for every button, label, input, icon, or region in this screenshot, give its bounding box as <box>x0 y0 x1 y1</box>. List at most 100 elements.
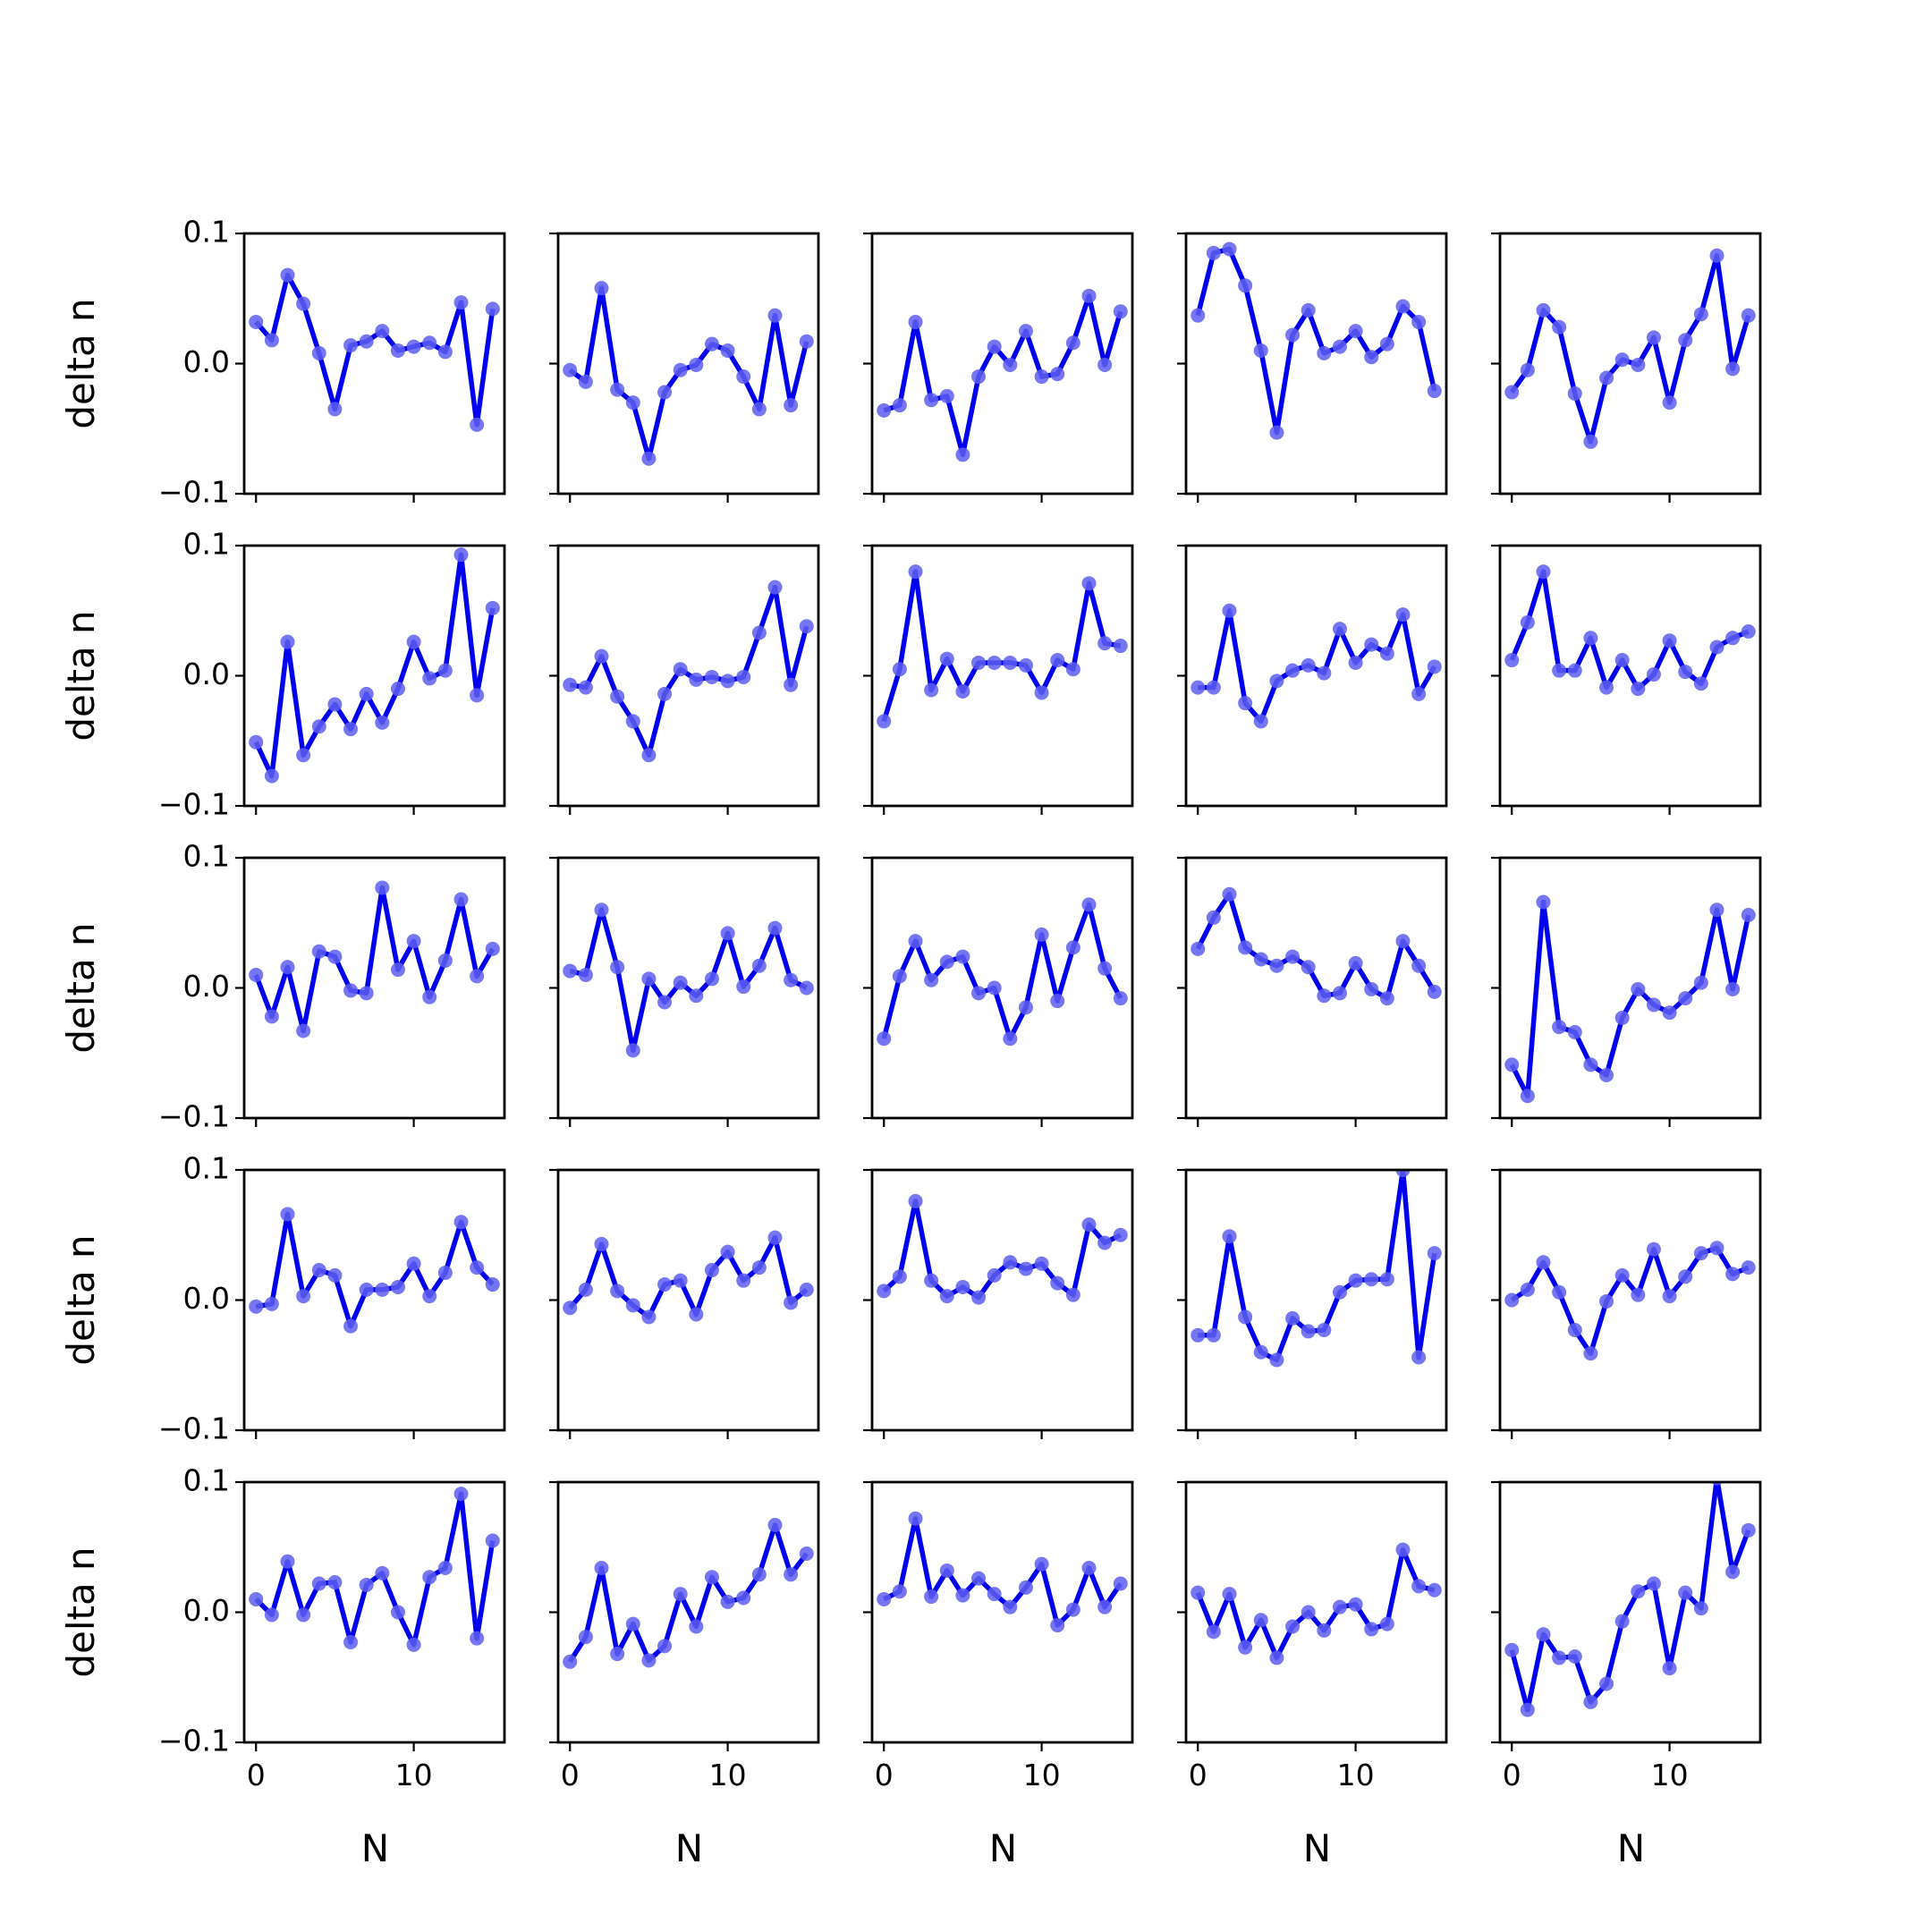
subplot-r5-c2: 0 10N <box>549 1480 820 1870</box>
data-point <box>1269 1352 1284 1368</box>
axes-frame <box>556 544 820 808</box>
data-point <box>1034 369 1049 385</box>
data-point <box>1317 1623 1332 1638</box>
series-group <box>249 1207 500 1334</box>
data-point <box>1379 1616 1394 1631</box>
data-point <box>1552 1284 1567 1300</box>
data-point <box>1395 1170 1411 1177</box>
data-point <box>578 680 593 695</box>
data-point <box>453 295 469 310</box>
data-point <box>1631 682 1646 697</box>
data-point <box>1097 1235 1113 1250</box>
data-point <box>1097 961 1113 976</box>
data-point <box>1253 1613 1268 1628</box>
series-line <box>1198 1170 1437 1363</box>
data-point <box>689 988 704 1004</box>
data-point <box>1065 662 1080 677</box>
data-point <box>1536 894 1551 910</box>
data-point <box>1427 984 1442 999</box>
data-point <box>1504 653 1520 668</box>
data-point <box>1050 1275 1065 1291</box>
data-point <box>1003 1599 1018 1614</box>
data-point <box>1614 1267 1630 1283</box>
data-point <box>1379 646 1394 661</box>
data-point <box>704 669 719 684</box>
data-point <box>1427 1246 1442 1261</box>
data-point <box>1504 1642 1520 1657</box>
data-point <box>563 677 578 692</box>
data-point <box>406 1637 421 1652</box>
data-point <box>280 267 295 283</box>
data-point <box>720 926 735 941</box>
series-group <box>877 1511 1128 1633</box>
data-point <box>1332 622 1347 637</box>
series-line <box>255 1211 495 1329</box>
data-point <box>673 1587 688 1602</box>
data-point <box>578 374 593 389</box>
series-group <box>249 547 500 784</box>
data-point <box>343 1634 359 1649</box>
data-point <box>1191 1327 1206 1343</box>
data-point <box>470 969 485 984</box>
axes-frame <box>242 1480 506 1744</box>
data-point <box>767 1230 783 1245</box>
data-point <box>249 967 264 982</box>
data-point <box>1191 680 1206 695</box>
data-point <box>1222 603 1237 618</box>
data-point <box>359 686 374 701</box>
data-point <box>1395 934 1411 949</box>
series-group <box>1191 1542 1442 1665</box>
data-point <box>422 989 437 1004</box>
data-point <box>406 339 421 354</box>
data-point <box>1411 1350 1427 1365</box>
data-point <box>1206 1624 1221 1640</box>
data-point <box>375 715 390 730</box>
data-point <box>1003 655 1018 670</box>
data-point <box>892 398 907 413</box>
data-point <box>1520 1702 1535 1717</box>
data-point <box>1332 1284 1347 1300</box>
data-point <box>327 949 343 964</box>
data-point <box>1583 434 1598 449</box>
data-point <box>1348 955 1363 970</box>
data-point <box>1614 1614 1630 1629</box>
data-point <box>799 1282 814 1297</box>
subplot-r2-c2 <box>549 544 820 815</box>
data-point <box>390 1279 405 1294</box>
data-point <box>578 1630 593 1645</box>
data-point <box>1222 1587 1237 1602</box>
data-point <box>280 634 295 649</box>
data-point <box>736 669 751 684</box>
axes-frame <box>556 1168 820 1432</box>
data-point <box>1269 1650 1284 1665</box>
data-point <box>767 1518 783 1533</box>
series-group <box>563 902 814 1058</box>
series-group <box>249 880 500 1038</box>
data-point <box>296 1607 311 1623</box>
data-point <box>1206 1327 1221 1343</box>
data-point <box>751 1260 767 1275</box>
data-point <box>1614 352 1630 368</box>
series-group <box>249 267 500 432</box>
data-point <box>987 1267 1002 1283</box>
data-point <box>1050 994 1065 1009</box>
data-point <box>1583 631 1598 646</box>
data-point <box>955 1279 970 1294</box>
data-point <box>673 362 688 377</box>
data-point <box>924 682 939 698</box>
subplot-r5-c4: 0 10N <box>1177 1480 1448 1870</box>
data-point <box>1065 1602 1080 1617</box>
data-point <box>1317 665 1332 681</box>
data-point <box>1050 653 1065 668</box>
data-point <box>1741 1522 1756 1538</box>
data-point <box>1034 1556 1049 1572</box>
data-point <box>1646 1576 1661 1591</box>
data-point <box>1285 949 1301 964</box>
axes-frame <box>1498 1168 1762 1432</box>
y-tick-label: 0.1 <box>183 1463 230 1498</box>
data-point <box>1113 304 1128 319</box>
data-point <box>673 662 688 677</box>
subplot-r1-c3 <box>863 232 1134 503</box>
subplot-r2-c5 <box>1491 544 1762 815</box>
data-point <box>563 362 578 377</box>
